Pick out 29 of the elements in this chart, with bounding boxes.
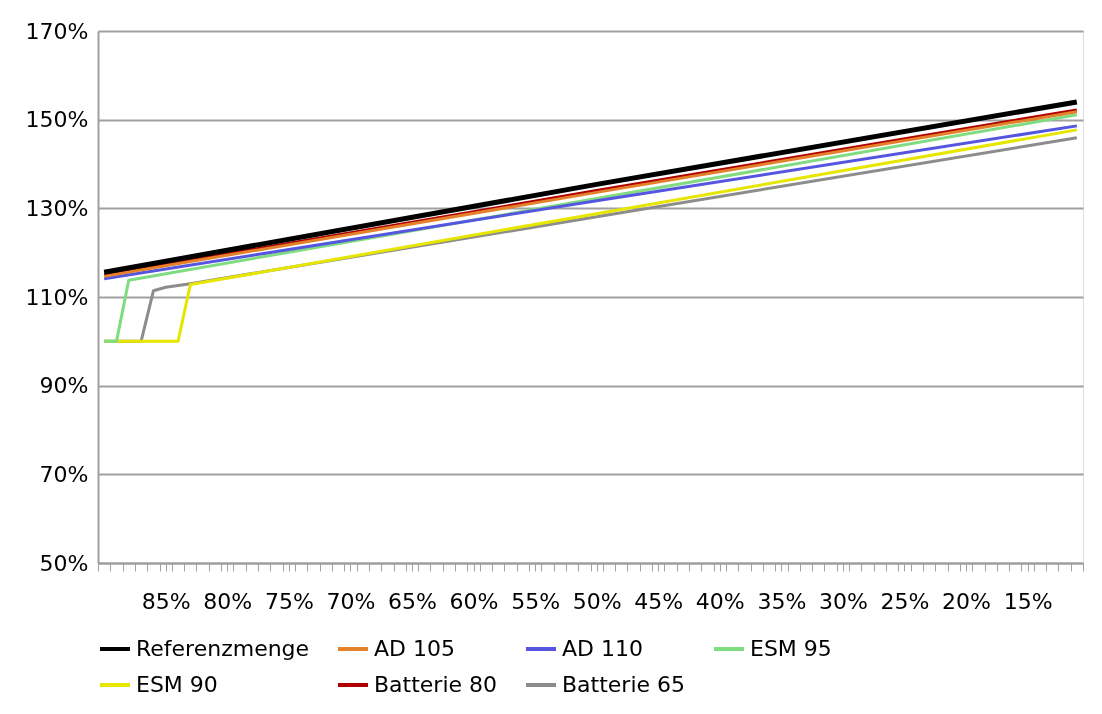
x-tick-label: 15%: [1003, 588, 1053, 614]
legend-label: Referenzmenge: [136, 636, 310, 661]
x-tick-label: 25%: [880, 588, 930, 614]
x-tick-label: 65%: [388, 588, 437, 614]
legend-label: AD 110: [562, 636, 643, 661]
legend-label: Batterie 80: [374, 672, 498, 697]
x-tick-label: 80%: [203, 588, 253, 614]
x-tick-label: 70%: [326, 588, 376, 614]
x-tick-label: 75%: [264, 588, 314, 614]
x-tick-label: 30%: [818, 588, 868, 614]
x-tick-label: 45%: [634, 588, 684, 614]
y-tick-label: 130%: [25, 195, 89, 221]
y-tick-label: 150%: [25, 107, 89, 133]
legend-label: ESM 95: [750, 636, 832, 661]
y-tick-label: 50%: [39, 550, 89, 576]
y-tick-label: 70%: [39, 461, 89, 487]
x-tick-label: 35%: [757, 588, 807, 614]
legend-label: AD 105: [374, 636, 455, 661]
x-tick-label: 50%: [572, 588, 622, 614]
legend-label: Batterie 65: [562, 672, 686, 697]
y-tick-label: 90%: [39, 373, 89, 399]
x-tick-label: 60%: [449, 588, 499, 614]
y-tick-label: 110%: [25, 284, 89, 310]
x-tick-label: 40%: [695, 588, 745, 614]
x-tick-label: 20%: [942, 588, 991, 614]
x-tick-label: 85%: [141, 588, 191, 614]
y-tick-label: 170%: [25, 18, 89, 44]
x-tick-label: 55%: [511, 588, 561, 614]
legend-label: ESM 90: [136, 672, 218, 697]
